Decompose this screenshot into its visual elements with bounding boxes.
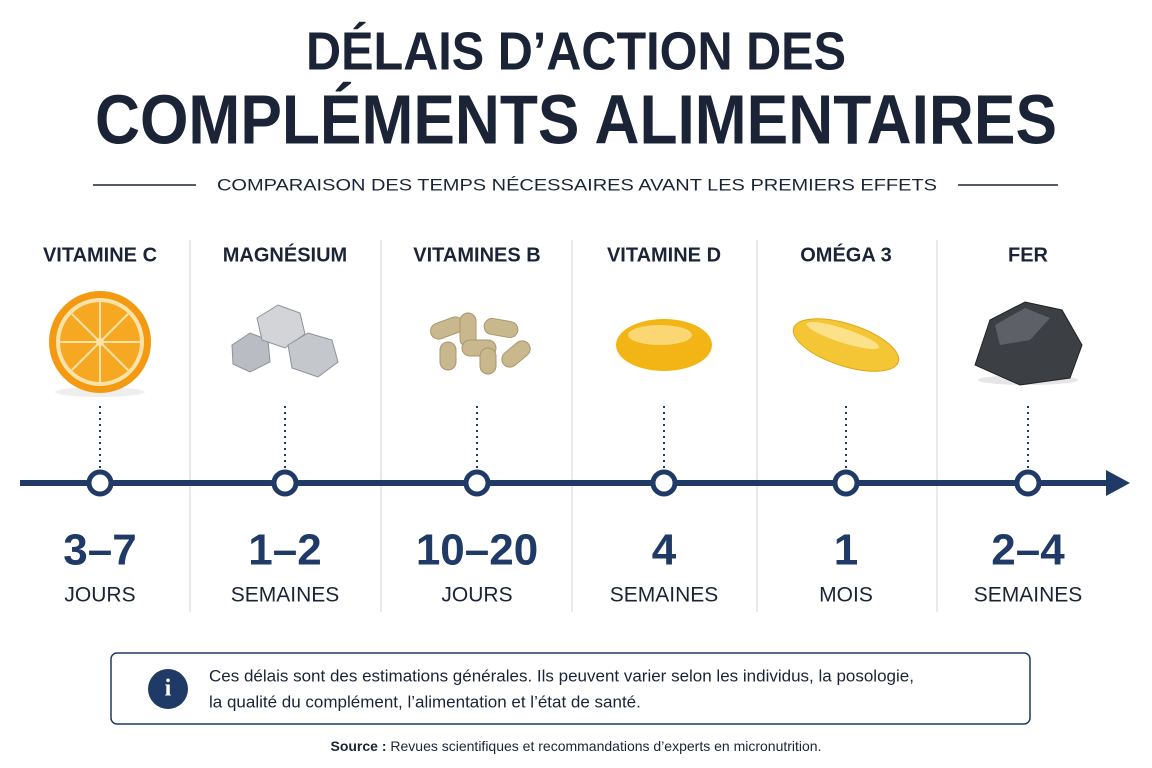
item-unit: SEMAINES [610, 584, 719, 607]
source-text: Revues scientifiques et recommandations … [390, 738, 821, 754]
item-value: 1 [834, 526, 858, 575]
item-name: VITAMINE D [607, 244, 721, 266]
item-value: 4 [652, 526, 677, 575]
info-icon [148, 669, 188, 709]
timeline-node [1014, 469, 1042, 497]
omega-illustration [792, 318, 900, 372]
source: Source : Revues scientifiques et recomma… [330, 738, 821, 754]
subtitle: COMPARAISON DES TEMPS NÉCESSAIRES AVANT … [217, 175, 937, 194]
timeline-node [463, 469, 491, 497]
item-unit: JOURS [64, 584, 135, 607]
item-name: VITAMINES B [413, 244, 540, 266]
timeline-node [86, 469, 114, 497]
source-label: Source : [330, 738, 386, 754]
item-unit: SEMAINES [974, 584, 1083, 607]
item-value: 3–7 [63, 526, 136, 575]
title-line: DÉLAIS D’ACTION DES [306, 21, 846, 81]
item-unit: JOURS [441, 584, 512, 607]
timeline-node [650, 469, 678, 497]
item-value: 10–20 [416, 526, 538, 575]
item-unit: SEMAINES [231, 584, 340, 607]
orange-illustration [49, 291, 151, 397]
note-text: la qualité du complément, l’alimentation… [209, 692, 641, 711]
column-dividers [189, 240, 938, 612]
vitamin-d-illustration [616, 319, 712, 371]
info-icon-glyph: i [165, 676, 172, 702]
item-name: VITAMINE C [43, 244, 157, 266]
magnesium-illustration [231, 304, 339, 378]
note-text: Ces délais sont des estimations générale… [209, 666, 914, 685]
item-name: FER [1008, 244, 1049, 266]
timeline-node [271, 469, 299, 497]
timeline-node [832, 469, 860, 497]
title-line: COMPLÉMENTS ALIMENTAIRES [95, 80, 1057, 158]
item-value: 1–2 [248, 526, 321, 575]
timeline-arrow [1106, 470, 1130, 496]
item-value: 2–4 [991, 526, 1065, 575]
item-name: MAGNÉSIUM [223, 243, 347, 266]
capsules-illustration [430, 312, 531, 375]
iron-illustration [974, 301, 1083, 386]
note-box [110, 652, 1031, 725]
item-name: OMÉGA 3 [800, 243, 892, 266]
item-unit: MOIS [819, 584, 873, 607]
